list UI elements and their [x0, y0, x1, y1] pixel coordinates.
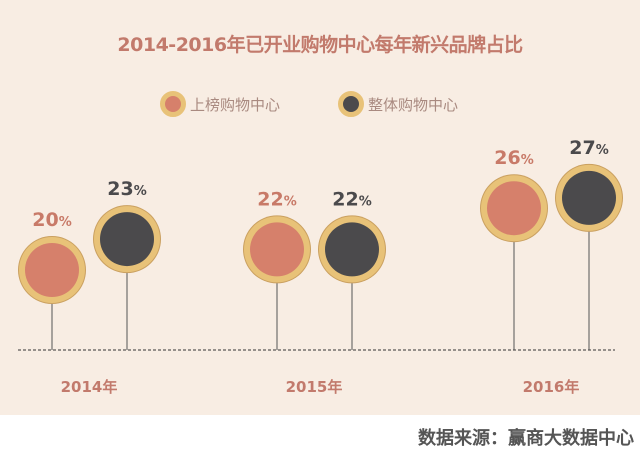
legend-label: 上榜购物中心: [190, 95, 281, 114]
data-label: 22%: [257, 188, 296, 210]
data-value: 23: [107, 178, 133, 200]
legend-swatch-red: [160, 91, 186, 117]
data-point: [25, 243, 79, 297]
source-note: 数据来源：赢商大数据中心: [418, 428, 634, 449]
data-label: 23%: [107, 178, 146, 200]
legend-item-listed-malls: 上榜购物中心: [160, 91, 280, 117]
data-value: 26: [494, 147, 520, 169]
data-unit: %: [596, 143, 609, 158]
data-unit: %: [359, 194, 372, 209]
legend-label: 整体购物中心: [368, 95, 459, 114]
legend-item-all-malls: 整体购物中心: [338, 91, 458, 117]
data-point: [250, 222, 304, 277]
x-tick-label: 2015年: [286, 378, 343, 396]
legend-swatch-dark: [338, 91, 364, 117]
data-point: [562, 170, 616, 225]
data-unit: %: [521, 153, 534, 168]
data-point: [100, 212, 154, 267]
chart-title: 2014-2016年已开业购物中心每年新兴品牌占比: [117, 34, 523, 56]
x-tick-label: 2016年: [523, 378, 580, 396]
data-value: 27: [569, 137, 595, 159]
x-tick-label: 2014年: [61, 378, 118, 396]
data-unit: %: [284, 194, 297, 209]
data-point: [325, 222, 379, 277]
data-label: 22%: [332, 188, 371, 210]
data-value: 22: [257, 188, 283, 210]
data-label: 26%: [494, 147, 533, 169]
data-value: 20: [32, 209, 58, 231]
data-point: [487, 181, 541, 236]
data-label: 20%: [32, 209, 71, 231]
data-unit: %: [59, 215, 72, 230]
data-unit: %: [134, 184, 147, 199]
data-value: 22: [332, 188, 358, 210]
data-label: 27%: [569, 137, 608, 159]
